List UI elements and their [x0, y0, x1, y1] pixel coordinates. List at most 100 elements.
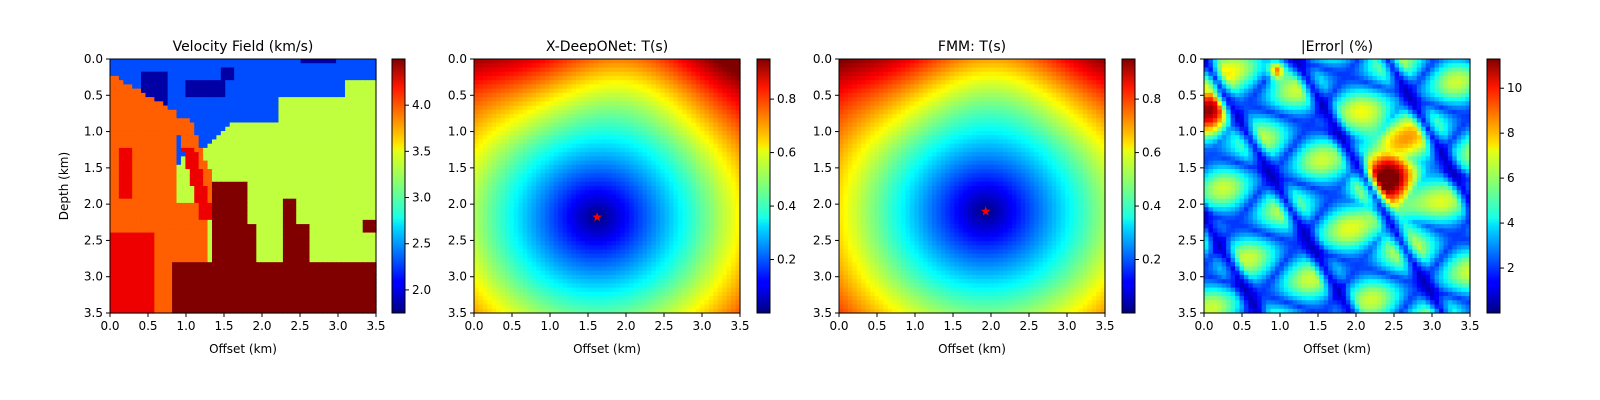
heatmap-cell	[340, 122, 346, 128]
heatmap-cell	[163, 249, 169, 255]
heatmap-cell	[322, 198, 328, 204]
heatmap-cell	[278, 122, 284, 128]
heatmap-cell	[203, 75, 209, 81]
heatmap-cell	[344, 59, 350, 64]
heatmap-cell	[203, 194, 209, 200]
heatmap-cell	[198, 181, 204, 187]
heatmap-cell	[180, 291, 186, 297]
heatmap-cell	[296, 177, 302, 183]
heatmap-cell	[180, 71, 186, 77]
heatmap-cell	[536, 152, 542, 157]
heatmap-cell	[149, 300, 155, 306]
heatmap-cell	[646, 109, 652, 115]
heatmap-cell	[513, 109, 519, 115]
heatmap-cell	[322, 75, 328, 81]
heatmap-cell	[331, 173, 337, 179]
heatmap-cell	[110, 130, 116, 136]
heatmap-cell	[287, 228, 293, 234]
heatmap-cell	[198, 186, 204, 191]
heatmap-cell	[353, 287, 359, 293]
heatmap-cell	[220, 130, 226, 136]
heatmap-cell	[624, 84, 630, 90]
heatmap-cell	[189, 262, 195, 268]
heatmap-cell	[313, 241, 319, 246]
heatmap-cell	[207, 308, 213, 314]
heatmap-cell	[234, 122, 240, 128]
heatmap-cell	[167, 63, 173, 69]
heatmap-cell	[571, 135, 577, 141]
heatmap-cell	[531, 139, 537, 145]
x-axis-label: Offset (km)	[209, 342, 277, 356]
heatmap-cell	[691, 122, 697, 128]
heatmap-cell	[203, 109, 209, 115]
heatmap-cell	[660, 143, 666, 149]
heatmap-cell	[278, 156, 284, 162]
heatmap-cell	[243, 232, 249, 238]
heatmap-cell	[358, 101, 364, 107]
heatmap-cell	[607, 101, 613, 107]
heatmap-cell	[225, 198, 231, 204]
heatmap-cell	[558, 152, 564, 157]
heatmap-cell	[225, 253, 231, 259]
heatmap-cell	[562, 114, 568, 119]
heatmap-cell	[305, 236, 311, 242]
heatmap-cell	[265, 287, 271, 293]
heatmap-cell	[243, 105, 249, 111]
heatmap-cell	[673, 92, 679, 98]
heatmap-cell	[234, 304, 240, 310]
heatmap-cell	[274, 59, 280, 64]
heatmap-cell	[291, 236, 297, 242]
heatmap-cell	[211, 97, 217, 102]
heatmap-cell	[256, 105, 262, 111]
heatmap-cell	[154, 80, 160, 85]
heatmap-cell	[145, 194, 151, 200]
heatmap-cell	[194, 279, 200, 284]
heatmap-cell	[700, 130, 706, 136]
heatmap-cell	[141, 279, 147, 284]
heatmap-cell	[211, 228, 217, 234]
heatmap-cell	[331, 308, 337, 314]
heatmap-cell	[584, 135, 590, 141]
heatmap-cell	[309, 186, 315, 191]
heatmap-cell	[500, 59, 506, 64]
heatmap-cell	[735, 67, 741, 73]
heatmap-cell	[234, 190, 240, 196]
heatmap-cell	[331, 143, 337, 149]
heatmap-cell	[220, 219, 226, 225]
heatmap-cell	[260, 190, 266, 196]
heatmap-cell	[198, 80, 204, 85]
heatmap-cell	[296, 63, 302, 69]
heatmap-cell	[536, 59, 542, 64]
heatmap-cell	[474, 59, 480, 64]
heatmap-cell	[118, 308, 124, 314]
heatmap-cell	[686, 92, 692, 98]
heatmap-cell	[265, 105, 271, 111]
heatmap-cell	[593, 92, 599, 98]
heatmap-cell	[149, 181, 155, 187]
heatmap-cell	[491, 105, 497, 111]
heatmap-cell	[203, 181, 209, 187]
heatmap-cell	[260, 67, 266, 73]
heatmap-cell	[220, 283, 226, 289]
heatmap-cell	[629, 67, 635, 73]
heatmap-cell	[358, 270, 364, 276]
heatmap-cell	[141, 296, 147, 301]
heatmap-cell	[251, 152, 257, 157]
heatmap-cell	[247, 63, 253, 69]
heatmap-cell	[331, 118, 337, 124]
heatmap-cell	[127, 300, 133, 306]
heatmap-cell	[211, 143, 217, 149]
heatmap-cell	[731, 105, 737, 111]
heatmap-cell	[176, 92, 182, 98]
heatmap-cell	[575, 59, 581, 64]
heatmap-cell	[313, 190, 319, 196]
heatmap-cell	[344, 300, 350, 306]
heatmap-cell	[620, 67, 626, 73]
heatmap-cell	[127, 215, 133, 221]
heatmap-cell	[615, 114, 621, 119]
heatmap-cell	[598, 101, 604, 107]
heatmap-cell	[327, 177, 333, 183]
heatmap-cell	[269, 202, 275, 208]
heatmap-cell	[114, 232, 120, 238]
heatmap-cell	[216, 249, 222, 255]
